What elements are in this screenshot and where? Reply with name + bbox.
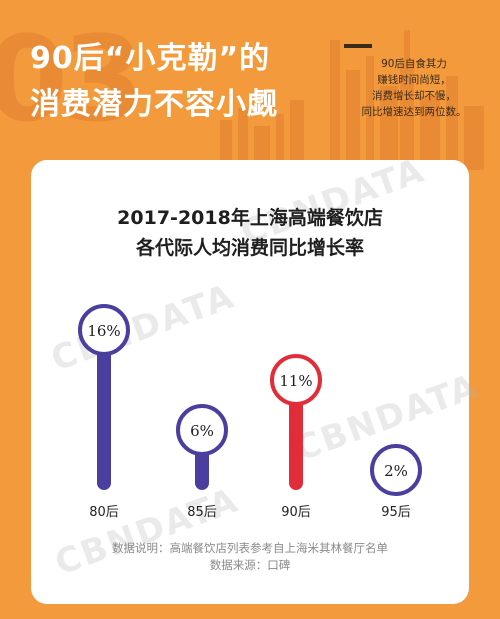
chart-card: CBNDATA CBNDATA CBNDATA CBNDATA 2017-201… bbox=[31, 150, 484, 604]
data-label-1: 16% bbox=[87, 322, 120, 340]
bar-head-1 bbox=[78, 304, 130, 356]
headline-line-1: 90后“小克勒”的 bbox=[30, 41, 271, 76]
lollipop-chart: 16% 80后 6% 85后 11% 90后 2% 95后 bbox=[78, 304, 422, 520]
category-label-3: 90后 bbox=[281, 505, 311, 520]
headline: 90后“小克勒”的 消费潜力不容小觑 bbox=[30, 36, 278, 128]
side-note-line-3: 消费增长却不慢， bbox=[372, 90, 456, 102]
bar-head-3 bbox=[270, 354, 322, 406]
bar-head-2 bbox=[176, 404, 228, 456]
bar-head-4 bbox=[370, 444, 422, 496]
side-note-line-4: 同比增速达到两位数。 bbox=[361, 106, 467, 118]
side-note-line-2: 赚钱时间尚短， bbox=[377, 74, 451, 86]
bar-stem-3 bbox=[289, 380, 303, 490]
category-label-2: 85后 bbox=[187, 505, 217, 520]
category-label-4: 95后 bbox=[381, 505, 411, 520]
chart-title: 2017-2018年上海高端餐饮店 各代际人均消费同比增长率 bbox=[31, 203, 469, 263]
side-note-accent-bar bbox=[344, 44, 372, 48]
data-label-2: 6% bbox=[190, 422, 214, 440]
chart-footer: 数据说明：高端餐饮店列表参考自上海米其林餐厅名单 数据来源：口碑 bbox=[31, 540, 469, 574]
side-note: 90后自食其力 赚钱时间尚短， 消费增长却不慢， 同比增速达到两位数。 bbox=[344, 44, 484, 120]
data-note: 数据说明：高端餐饮店列表参考自上海米其林餐厅名单 bbox=[112, 541, 388, 555]
background-section-number: 03 bbox=[0, 10, 144, 148]
data-label-4: 2% bbox=[384, 462, 408, 480]
category-label-1: 80后 bbox=[89, 505, 119, 520]
chart-title-line-2: 各代际人均消费同比增长率 bbox=[135, 237, 364, 259]
headline-line-2: 消费潜力不容小觑 bbox=[30, 87, 278, 122]
side-note-line-1: 90后自食其力 bbox=[381, 58, 447, 70]
data-source: 数据来源：口碑 bbox=[209, 558, 291, 572]
bar-stem-1 bbox=[97, 330, 111, 490]
data-label-3: 11% bbox=[279, 372, 312, 390]
chart-title-line-1: 2017-2018年上海高端餐饮店 bbox=[117, 207, 383, 229]
skyline-illustration bbox=[220, 30, 484, 170]
